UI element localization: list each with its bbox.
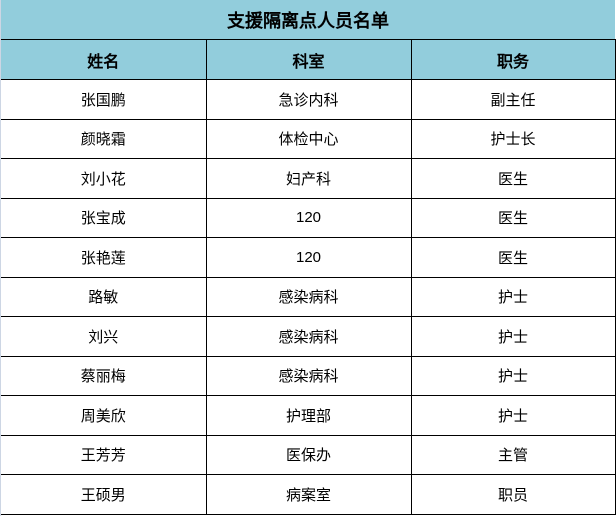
department-cell: 120 bbox=[205, 197, 412, 238]
name-cell: 王硕男 bbox=[1, 474, 207, 515]
left-edge bbox=[0, 0, 1, 516]
table-title: 支援隔离点人员名单 bbox=[1, 0, 615, 40]
table-row: 刘小花 妇产科 医生 bbox=[1, 158, 616, 199]
column-header-position: 职务 bbox=[410, 39, 616, 80]
name-cell: 刘兴 bbox=[1, 316, 207, 357]
table-row: 王硕男 病案室 职员 bbox=[1, 474, 616, 515]
name-cell: 张国鹏 bbox=[1, 79, 207, 120]
table-row: 王芳芳 医保办 主管 bbox=[1, 434, 616, 475]
column-header-department: 科室 bbox=[205, 39, 412, 80]
position-cell: 护士 bbox=[410, 355, 616, 396]
department-cell: 感染病科 bbox=[205, 316, 412, 357]
name-cell: 王芳芳 bbox=[1, 434, 207, 475]
table-row: 刘兴 感染病科 护士 bbox=[1, 316, 616, 357]
table-row: 颜晓霜 体检中心 护士长 bbox=[1, 118, 616, 159]
position-cell: 医生 bbox=[410, 158, 616, 199]
department-cell: 急诊内科 bbox=[205, 79, 412, 120]
department-cell: 病案室 bbox=[205, 474, 412, 515]
name-cell: 颜晓霜 bbox=[1, 118, 207, 159]
department-cell: 感染病科 bbox=[205, 276, 412, 317]
department-cell: 120 bbox=[205, 237, 412, 278]
name-cell: 张艳莲 bbox=[1, 237, 207, 278]
position-cell: 护士 bbox=[410, 276, 616, 317]
name-cell: 张宝成 bbox=[1, 197, 207, 238]
position-cell: 护士长 bbox=[410, 118, 616, 159]
name-cell: 周美欣 bbox=[1, 395, 207, 436]
department-cell: 医保办 bbox=[205, 434, 412, 475]
position-cell: 医生 bbox=[410, 197, 616, 238]
table-row: 张艳莲 120 医生 bbox=[1, 237, 616, 278]
table-row: 张宝成 120 医生 bbox=[1, 197, 616, 238]
position-cell: 副主任 bbox=[410, 79, 616, 120]
department-cell: 感染病科 bbox=[205, 355, 412, 396]
department-cell: 体检中心 bbox=[205, 118, 412, 159]
position-cell: 职员 bbox=[410, 474, 616, 515]
table-row: 蔡丽梅 感染病科 护士 bbox=[1, 355, 616, 396]
table-row: 路敏 感染病科 护士 bbox=[1, 276, 616, 317]
name-cell: 刘小花 bbox=[1, 158, 207, 199]
position-cell: 护士 bbox=[410, 316, 616, 357]
position-cell: 医生 bbox=[410, 237, 616, 278]
position-cell: 护士 bbox=[410, 395, 616, 436]
table-row: 周美欣 护理部 护士 bbox=[1, 395, 616, 436]
position-cell: 主管 bbox=[410, 434, 616, 475]
column-header-name: 姓名 bbox=[1, 39, 207, 80]
title-row: 支援隔离点人员名单 bbox=[1, 0, 615, 40]
department-cell: 妇产科 bbox=[205, 158, 412, 199]
table-row: 张国鹏 急诊内科 副主任 bbox=[1, 79, 616, 120]
header-row: 姓名 科室 职务 bbox=[1, 39, 616, 80]
name-cell: 蔡丽梅 bbox=[1, 355, 207, 396]
department-cell: 护理部 bbox=[205, 395, 412, 436]
name-cell: 路敏 bbox=[1, 276, 207, 317]
